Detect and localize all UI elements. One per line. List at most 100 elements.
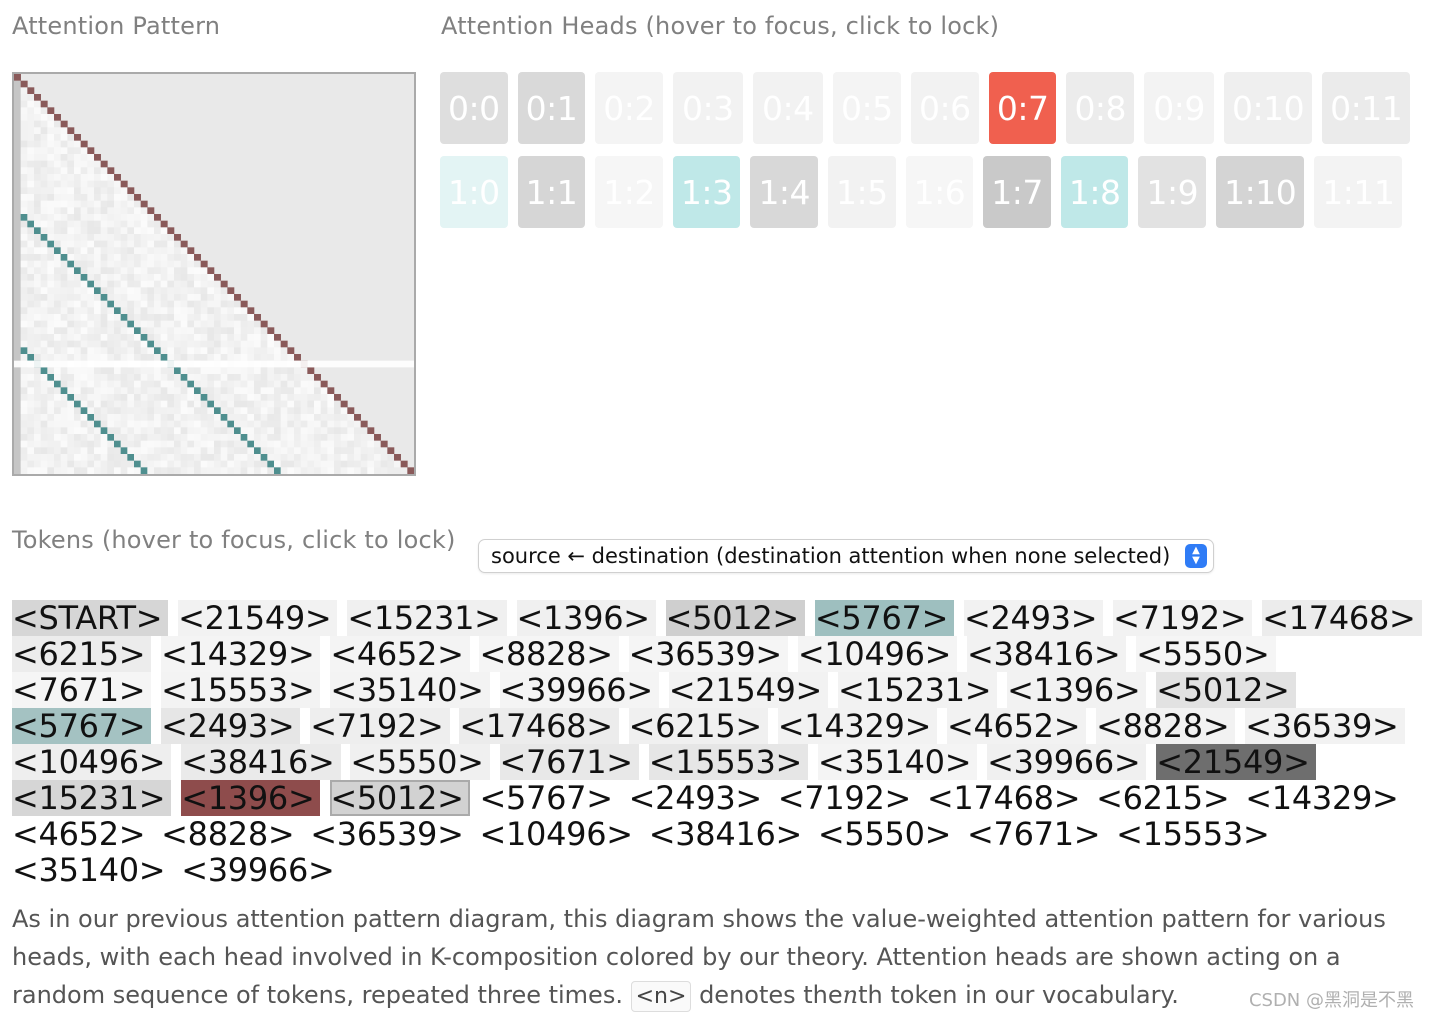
token[interactable]: <2493> [963, 600, 1104, 636]
heatmap-cell [120, 220, 128, 228]
token[interactable]: <36539> [310, 816, 470, 852]
heatmap-cell [194, 440, 201, 448]
token[interactable]: <15553> [161, 672, 321, 708]
heads-row-layer-0: 0:0 0:1 0:2 0:3 0:4 0:5 0:6 0:7 0:8 0:9 0:10 0:11 [440, 72, 1411, 144]
token[interactable]: <START> [12, 600, 169, 636]
heatmap-cell [147, 320, 155, 328]
token[interactable]: <6215> [628, 708, 768, 744]
token[interactable]: <38416> [181, 744, 341, 780]
head-button-0-11[interactable]: 0:11 [1322, 72, 1411, 144]
heatmap-cell [147, 380, 155, 388]
token[interactable]: <39966> [499, 672, 659, 708]
token[interactable]: <39966> [987, 744, 1147, 780]
token[interactable]: <36539> [1245, 708, 1405, 744]
head-button-1-6[interactable]: 1:6 [905, 156, 974, 228]
head-button-0-8[interactable]: 0:8 [1066, 72, 1135, 144]
head-button-0-0[interactable]: 0:0 [440, 72, 508, 144]
token[interactable]: <7192> [777, 780, 918, 816]
heatmap-cell [214, 354, 221, 361]
token[interactable]: <1396> [1007, 672, 1147, 708]
token[interactable]: <5550> [350, 744, 490, 780]
token[interactable]: <15231> [837, 672, 998, 708]
token[interactable]: <15231> [347, 600, 507, 636]
token[interactable]: <17468> [1262, 600, 1422, 636]
head-button-1-1[interactable]: 1:1 [517, 156, 586, 228]
heatmap-cell [114, 294, 121, 301]
head-button-1-2[interactable]: 1:2 [595, 156, 663, 228]
token[interactable]: <17468> [459, 708, 619, 744]
token[interactable]: <5012> [330, 780, 470, 816]
head-button-0-1[interactable]: 0:1 [517, 72, 586, 144]
heatmap-cell [160, 394, 168, 401]
token[interactable]: <10496> [797, 636, 958, 672]
token[interactable]: <21549> [1156, 744, 1316, 780]
token[interactable]: <1396> [181, 780, 321, 816]
token[interactable]: <8828> [161, 816, 301, 852]
token[interactable]: <21549> [178, 600, 338, 636]
head-button-1-0[interactable]: 1:0 [440, 156, 508, 228]
attention-pattern-heatmap[interactable] [12, 72, 416, 476]
token[interactable]: <15553> [1116, 816, 1276, 852]
token[interactable]: <14329> [777, 708, 938, 744]
head-button-0-10[interactable]: 0:10 [1224, 72, 1313, 144]
attention-pattern-svg[interactable] [14, 74, 414, 474]
token[interactable]: <4652> [946, 708, 1087, 744]
head-button-1-10[interactable]: 1:10 [1216, 156, 1305, 228]
head-button-0-7[interactable]: 0:7 [988, 72, 1057, 144]
token[interactable]: <35140> [817, 744, 978, 780]
head-button-1-3[interactable]: 1:3 [672, 156, 741, 228]
token[interactable]: <14329> [1245, 780, 1405, 816]
token[interactable]: <5550> [1136, 636, 1276, 672]
token[interactable]: <38416> [967, 636, 1127, 672]
head-button-1-11[interactable]: 1:11 [1314, 156, 1403, 228]
token[interactable]: <5767> [479, 780, 619, 816]
token[interactable]: <4652> [12, 816, 152, 852]
token[interactable]: <5550> [817, 816, 958, 852]
head-button-1-5[interactable]: 1:5 [828, 156, 896, 228]
token[interactable]: <15553> [648, 744, 809, 780]
head-button-1-8[interactable]: 1:8 [1060, 156, 1129, 228]
token[interactable]: <5012> [665, 600, 805, 636]
head-button-0-3[interactable]: 0:3 [672, 72, 743, 144]
token[interactable]: <10496> [12, 744, 172, 780]
token[interactable]: <2493> [161, 708, 301, 744]
token[interactable]: <38416> [648, 816, 809, 852]
token[interactable]: <7671> [12, 672, 152, 708]
token[interactable]: <5767> [12, 708, 152, 744]
token[interactable]: <8828> [1096, 708, 1236, 744]
token[interactable]: <2493> [628, 780, 768, 816]
token[interactable]: <6215> [1096, 780, 1236, 816]
token[interactable]: <8828> [479, 636, 619, 672]
token[interactable]: <35140> [12, 852, 172, 888]
token[interactable]: <5767> [814, 600, 955, 636]
token[interactable]: <4652> [330, 636, 470, 672]
direction-select[interactable]: source ← destination (destination attent… [478, 539, 1214, 573]
token[interactable]: <14329> [161, 636, 321, 672]
heatmap-cell [27, 374, 35, 381]
head-button-0-5[interactable]: 0:5 [832, 72, 901, 144]
head-button-0-4[interactable]: 0:4 [752, 72, 823, 144]
token[interactable]: <5012> [1156, 672, 1296, 708]
head-button-1-4[interactable]: 1:4 [750, 156, 819, 228]
token[interactable]: <35140> [330, 672, 490, 708]
token[interactable]: <7671> [499, 744, 639, 780]
token[interactable]: <7671> [967, 816, 1107, 852]
token[interactable]: <36539> [628, 636, 788, 672]
heatmap-cell [60, 240, 68, 248]
token[interactable]: <21549> [668, 672, 829, 708]
head-button-1-7[interactable]: 1:7 [983, 156, 1051, 228]
token[interactable]: <10496> [479, 816, 639, 852]
token[interactable]: <39966> [181, 852, 341, 888]
head-button-1-9[interactable]: 1:9 [1138, 156, 1207, 228]
head-button-0-2[interactable]: 0:2 [595, 72, 663, 144]
token[interactable]: <17468> [926, 780, 1087, 816]
token[interactable]: <6215> [12, 636, 152, 672]
heatmap-cell [34, 447, 41, 455]
token[interactable]: <7192> [310, 708, 450, 744]
head-button-0-9[interactable]: 0:9 [1144, 72, 1215, 144]
token[interactable]: <1396> [516, 600, 656, 636]
token[interactable]: <7192> [1113, 600, 1253, 636]
head-button-0-6[interactable]: 0:6 [910, 72, 979, 144]
heatmap-cell [214, 347, 221, 355]
token[interactable]: <15231> [12, 780, 172, 816]
